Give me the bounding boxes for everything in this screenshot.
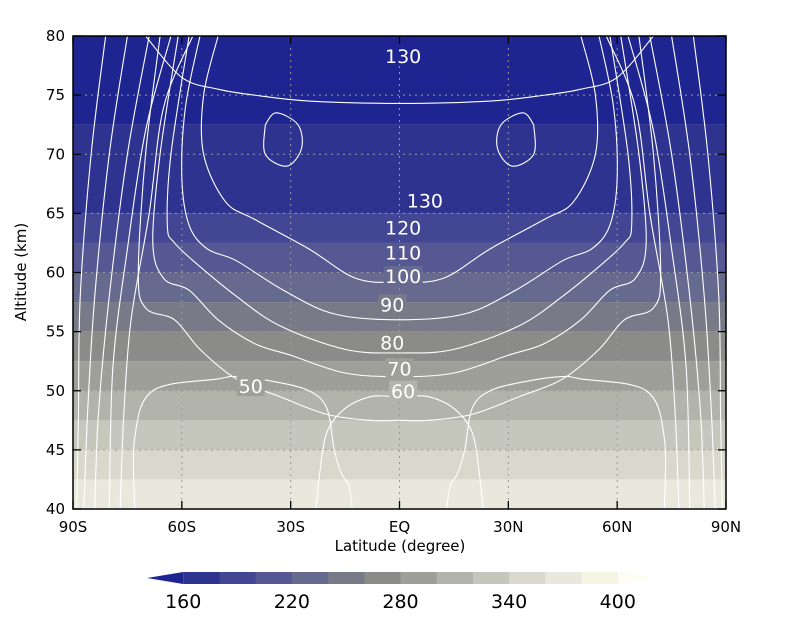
colorbar-swatch (364, 572, 401, 584)
colorbar-swatch (219, 572, 257, 584)
contour-label: 130 (407, 190, 443, 212)
contour-label: 100 (385, 266, 421, 288)
contour-line (671, 36, 716, 509)
grid-lines (73, 36, 726, 509)
colorbar-tick-label: 400 (600, 591, 636, 613)
contour-label: 50 (239, 376, 263, 398)
contour-label-bg (383, 217, 423, 238)
y-tick-label: 80 (46, 27, 65, 45)
x-tick-label: EQ (389, 518, 410, 536)
contour-line (119, 36, 194, 509)
contour-line (446, 375, 667, 509)
y-tick-label: 45 (46, 441, 65, 459)
contour-line (181, 36, 618, 321)
colorbar-swatch (436, 572, 474, 584)
x-tick-label: 90S (59, 518, 88, 536)
contour-line (132, 375, 353, 509)
y-tick-label: 40 (46, 500, 65, 518)
y-tick-label: 65 (46, 204, 65, 222)
contour-label: 90 (380, 294, 404, 316)
contour-line (692, 36, 723, 509)
x-axis-title: Latitude (degree) (335, 537, 466, 555)
colorbar-tick-label: 280 (382, 591, 418, 613)
y-axis-title: Altitude (km) (12, 223, 30, 321)
contour-line (137, 36, 662, 422)
contour-label-bg (383, 266, 423, 287)
contour-label-bg (383, 242, 423, 263)
y-tick-label: 55 (46, 323, 65, 341)
colorbar: 160 220 280 340 400 (147, 572, 654, 613)
colorbar-swatch (291, 572, 329, 584)
x-tick-label: 90N (711, 518, 741, 536)
x-tick-label: 60S (168, 518, 197, 536)
contour-label-bg (378, 294, 407, 315)
contour-line (166, 36, 633, 354)
colorbar-swatch (183, 572, 220, 584)
contour-lines (76, 36, 723, 509)
y-tick-label: 75 (46, 86, 65, 104)
contour-label: 70 (387, 358, 411, 380)
x-axis-ticks: 90S 60S 30S EQ 30N 60N 90N (59, 36, 741, 536)
x-tick-label: 30N (493, 518, 523, 536)
colorbar-tick-label: 340 (491, 591, 527, 613)
y-axis-ticks: 40 45 50 55 60 65 70 75 80 (46, 27, 726, 518)
colorbar-arrow-low (147, 572, 184, 584)
colorbar-swatch (255, 572, 293, 584)
y-tick-label: 70 (46, 145, 65, 163)
colorbar-arrow-high (617, 572, 654, 584)
contour-line (145, 36, 654, 104)
contour-label-bg (385, 358, 414, 379)
field-core-160 (210, 36, 589, 113)
contour-label-bg (378, 332, 407, 353)
y-tick-label: 60 (46, 264, 65, 282)
contour-label-bg (236, 376, 265, 397)
contour-label: 130 (385, 46, 421, 68)
colorbar-tick-label: 220 (274, 591, 310, 613)
contour-line (76, 36, 107, 509)
contour-label-bg (383, 46, 423, 67)
contour-line (605, 36, 680, 509)
x-tick-label: 30S (276, 518, 305, 536)
contour-label-bg (405, 190, 445, 211)
contour-label-bg (389, 380, 418, 401)
colorbar-swatch (400, 572, 438, 584)
colorbar-swatch (472, 572, 510, 584)
contour-label: 120 (385, 218, 421, 240)
colorbar-swatch (509, 572, 546, 584)
contour-line (406, 395, 484, 509)
contour-label: 110 (385, 242, 421, 264)
contour-line (263, 112, 303, 167)
colorbar-swatch (581, 572, 619, 584)
x-tick-label: 60N (602, 518, 632, 536)
colorbar-swatch (545, 572, 583, 584)
contour-line (649, 36, 705, 509)
contour-label: 80 (380, 332, 404, 354)
colorbar-swatch (328, 572, 365, 584)
colorbar-tick-label: 160 (165, 591, 201, 613)
contour-line (94, 36, 150, 509)
contour-line (83, 36, 128, 509)
contour-line (496, 112, 536, 167)
y-tick-label: 50 (46, 382, 65, 400)
contour-label: 60 (391, 381, 415, 403)
contour-line (315, 395, 393, 509)
